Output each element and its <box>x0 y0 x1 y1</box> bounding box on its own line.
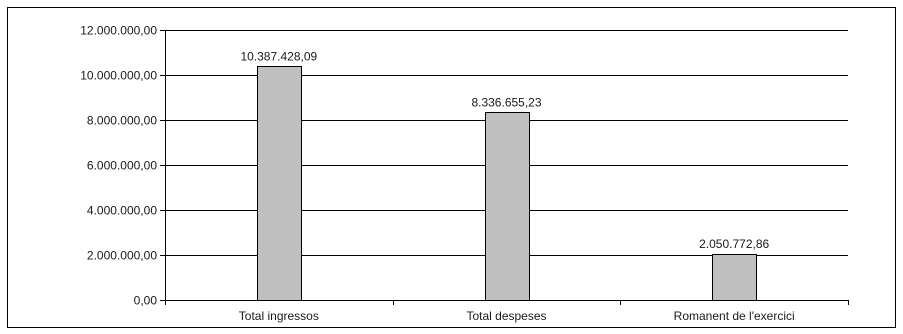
y-tick-label: 6.000.000,00 <box>87 159 157 173</box>
labels: 0,00 2.000.000,00 4.000.000,00 6.000.000,00… <box>80 24 794 324</box>
data-label: 2.050.772,86 <box>699 237 769 251</box>
bar <box>485 112 530 301</box>
x-tick-label: Total ingressos <box>239 309 319 323</box>
y-tick-label: 12.000.000,00 <box>80 24 157 38</box>
bar <box>257 66 302 301</box>
data-label: 10.387.428,09 <box>240 49 317 63</box>
y-tick-label: 2.000.000,00 <box>87 249 157 263</box>
bar <box>712 254 757 301</box>
data-label: 8.336.655,23 <box>471 95 541 109</box>
y-tick-label: 0,00 <box>134 294 158 308</box>
y-tick-label: 10.000.000,00 <box>80 69 157 83</box>
x-tick-label: Total despeses <box>466 309 546 323</box>
x-tick-label: Romanent de l'exercici <box>674 309 795 323</box>
bars <box>257 66 757 301</box>
y-tick-label: 8.000.000,00 <box>87 114 157 128</box>
y-tick-label: 4.000.000,00 <box>87 204 157 218</box>
